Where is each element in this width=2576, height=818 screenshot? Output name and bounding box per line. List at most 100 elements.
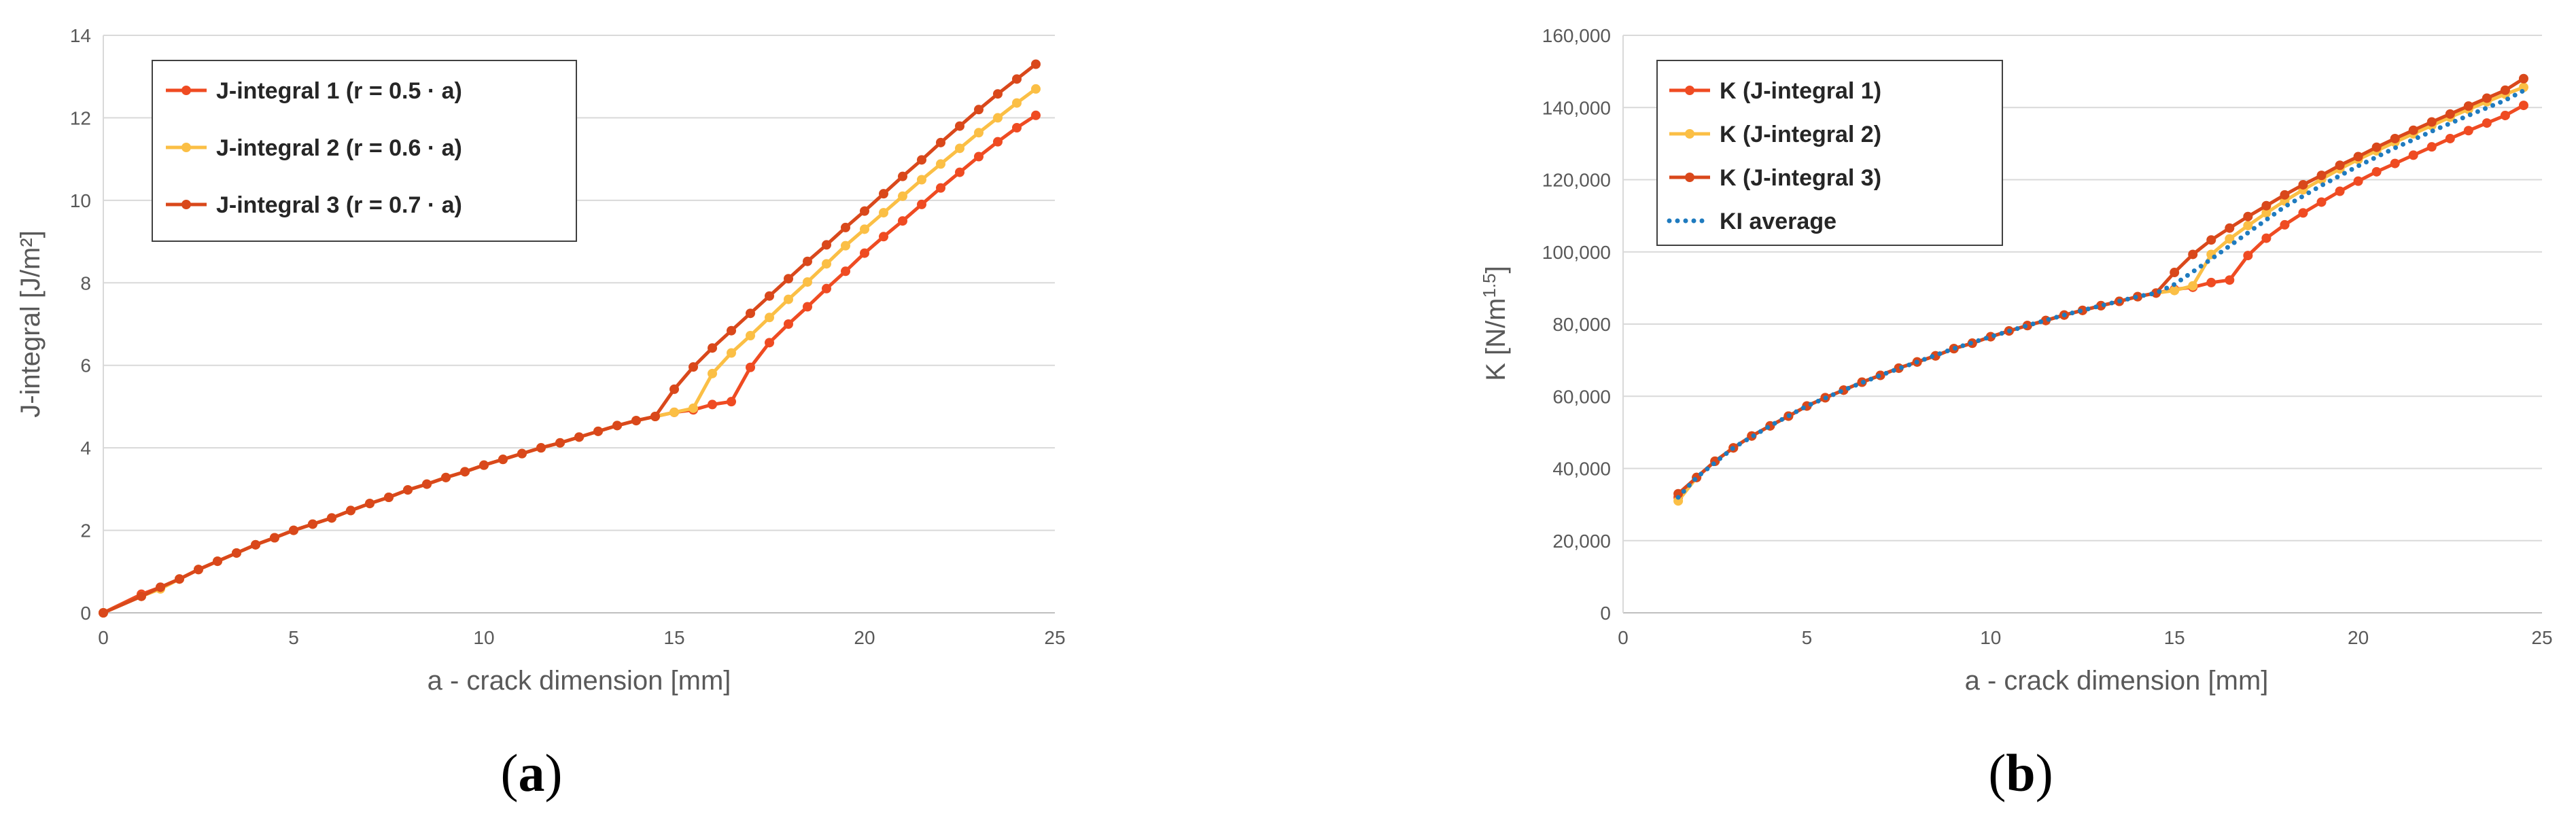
chart-a-data-point (1031, 110, 1041, 120)
chart-b-data-point (2280, 190, 2290, 200)
chart-a-x-tick-label: 10 (473, 627, 494, 648)
chart-a-data-point (898, 171, 907, 181)
chart-a-data-point (708, 343, 717, 353)
chart-b-series-4 (1675, 88, 2526, 500)
chart-b-data-point (2353, 176, 2363, 186)
chart-b-legend: K (J-integral 1) K (J-integral 2) K (J-int… (1656, 60, 2003, 246)
chart-b-x-tick-label: 10 (1980, 627, 2001, 648)
chart-b-data-point (2243, 211, 2253, 221)
chart-b-data-point (2280, 219, 2290, 230)
chart-b-y-tick-label: 0 (1600, 603, 1611, 624)
chart-a-data-point (803, 302, 812, 312)
chart-b-legend-item: K (J-integral 2) (1669, 122, 1881, 147)
chart-a-data-point (841, 241, 850, 251)
chart-a-data-point (1031, 84, 1041, 94)
chart-b-data-point (2225, 234, 2235, 244)
chart-a-y-tick-label: 14 (70, 25, 91, 46)
chart-a-legend-item: J-integral 3 (r = 0.7 · a) (166, 192, 462, 218)
chart-b-y-tick-label: 40,000 (1552, 459, 1611, 480)
chart-b-x-tick-label: 5 (1802, 627, 1813, 648)
chart-a-data-point (993, 137, 1003, 147)
chart-b-data-point (2518, 101, 2528, 111)
chart-a-x-axis-title: a - crack dimension [mm] (428, 666, 731, 696)
chart-a-data-point (574, 432, 584, 442)
chart-a-legend-label: J-integral 2 (r = 0.6 · a) (216, 135, 462, 161)
chart-b-legend-label: K (J-integral 2) (1720, 122, 1881, 147)
chart-b-data-point (2206, 235, 2216, 245)
chart-a-legend-label: J-integral 3 (r = 0.7 · a) (216, 192, 462, 218)
chart-a-data-point (917, 155, 926, 165)
chart-a-data-point (841, 222, 850, 232)
chart-a-data-point (631, 416, 641, 426)
chart-b-y-tick-label: 120,000 (1542, 170, 1611, 191)
chart-b-data-point (2445, 109, 2455, 119)
chart-b-data-point (2188, 281, 2198, 291)
chart-b-x-axis-title: a - crack dimension [mm] (1965, 666, 2269, 696)
chart-b-data-point (2500, 110, 2510, 120)
chart-a-x-tick-label: 5 (288, 627, 299, 648)
chart-a-x-tick-label: 20 (854, 627, 875, 648)
chart-b-series (1673, 73, 2528, 506)
chart-a-data-point (137, 591, 146, 601)
chart-b-legend-label: K (J-integral 3) (1720, 165, 1881, 191)
chart-a-data-point (441, 472, 451, 482)
chart-b-data-point (2225, 275, 2235, 285)
chart-b-data-point (2243, 251, 2253, 261)
chart-b-y-tick-labels: 0 20,000 40,000 60,000 80,000 100,000 120,000 1… (1542, 25, 1611, 624)
chart-a-data-point (213, 556, 222, 567)
chart-b-data-point (2225, 223, 2235, 233)
chart-b-x-tick-label: 20 (2348, 627, 2369, 648)
chart-b-data-point (2445, 133, 2455, 143)
chart-a-data-point (1031, 59, 1041, 69)
chart-a-data-point (422, 479, 432, 489)
chart-b-data-point (2261, 208, 2272, 218)
chart-a-data-point (669, 407, 679, 417)
chart-b-data-point (2316, 171, 2327, 181)
chart-a-legend-label: J-integral 1 (r = 0.5 · a) (216, 78, 462, 104)
chart-a-data-point (955, 167, 964, 177)
chart-a-data-point (251, 539, 260, 550)
chart-a-data-point (727, 397, 736, 407)
chart-a-data-point (822, 259, 831, 269)
chart-a-y-tick-label: 8 (80, 272, 91, 294)
chart-b-legend-marker (1685, 173, 1694, 182)
chart-b-data-point (2482, 118, 2492, 128)
chart-b-data-point (2170, 285, 2180, 296)
chart-a-data-point (841, 266, 850, 277)
chart-a-data-point (156, 582, 165, 592)
chart-a-data-point (936, 137, 945, 147)
chart-b-x-tick-label: 15 (2164, 627, 2185, 648)
chart-a-data-point (974, 105, 984, 115)
chart-b-data-point (2390, 158, 2400, 168)
chart-b-data-point (2371, 166, 2382, 177)
chart-b-data-point (2353, 152, 2363, 162)
chart-b-data-point (2335, 160, 2345, 171)
chart-a-data-point (993, 89, 1003, 99)
chart-a-data-point (860, 248, 869, 258)
chart-a-legend: J-integral 1 (r = 0.5 · a) J-integral 2 (… (152, 60, 577, 242)
chart-b-y-tick-label: 60,000 (1552, 386, 1611, 407)
chart-a-data-point (517, 448, 527, 459)
chart-b-y-tick-label: 160,000 (1542, 25, 1611, 46)
chart-a-y-tick-label: 0 (80, 603, 91, 624)
chart-b-legend-box (1656, 60, 2003, 246)
chart-b-legend-marker (1685, 129, 1694, 139)
chart-a-x-tick-labels: 0 5 10 15 20 25 (98, 627, 1065, 648)
chart-a-data-point (917, 199, 926, 209)
chart-b-data-point (2390, 133, 2400, 143)
chart-a-data-point (689, 362, 698, 372)
chart-a-data-point (536, 443, 546, 453)
chart-a-data-point (669, 384, 679, 394)
chart-a-data-point (403, 485, 413, 495)
chart-a-legend-item: J-integral 1 (r = 0.5 · a) (166, 78, 462, 104)
chart-a-y-tick-label: 4 (80, 438, 91, 459)
chart-b-data-point (2316, 197, 2327, 207)
chart-a-y-tick-label: 2 (80, 520, 91, 541)
chart-a-series (99, 59, 1041, 618)
chart-a-x-tick-label: 25 (1044, 627, 1065, 648)
chart-b-data-point (2170, 268, 2180, 278)
chart-b-data-point (2298, 179, 2308, 190)
chart-a-data-point (346, 505, 355, 516)
chart-a-data-point (1012, 74, 1022, 84)
chart-a-data-point (689, 403, 698, 413)
